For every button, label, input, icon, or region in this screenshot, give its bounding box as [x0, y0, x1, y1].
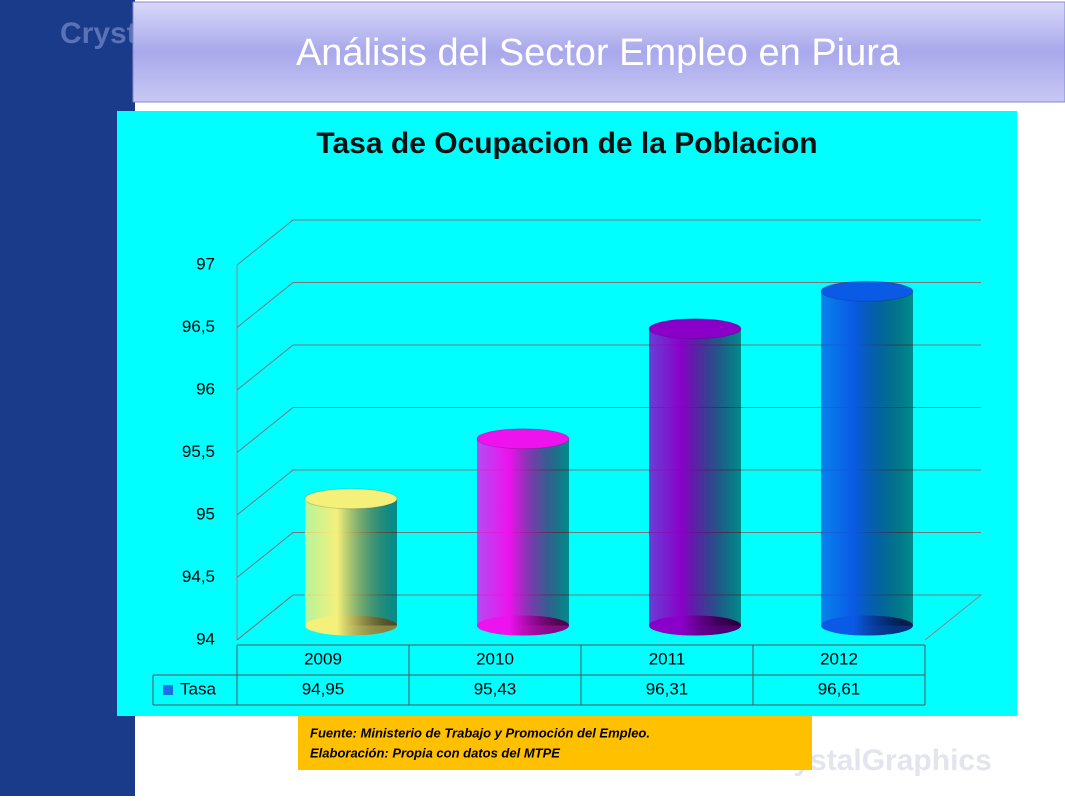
value-label: 96,31 [646, 679, 689, 698]
grid-line [236, 407, 981, 453]
grid-line [236, 594, 981, 641]
bar-base-shade [477, 615, 569, 636]
y-tick-label: 96 [196, 379, 215, 398]
y-tick-label: 95 [196, 504, 215, 523]
slide-title: Análisis del Sector Empleo en Piura [296, 32, 901, 74]
footnote-box [298, 716, 812, 770]
bar-base-shade [649, 615, 741, 636]
legend-key [163, 685, 173, 695]
bar-top [820, 280, 914, 302]
bar-top [304, 488, 398, 510]
x-tick-label: 2012 [820, 649, 858, 668]
bar-base-shade [305, 615, 397, 636]
bar-base-shade [821, 615, 913, 636]
grid-line [236, 469, 981, 516]
y-tick-label: 94 [196, 629, 215, 648]
grid-line [236, 219, 981, 266]
x-tick-label: 2011 [649, 649, 686, 668]
bar-top [648, 318, 742, 340]
bar [305, 498, 397, 626]
side-band [0, 0, 135, 796]
grid-line [236, 344, 981, 391]
bar [477, 438, 569, 626]
y-tick-label: 96,5 [182, 317, 215, 336]
y-tick-label: 94,5 [182, 567, 215, 586]
y-tick-label: 95,5 [182, 442, 215, 461]
y-tick-label: 97 [196, 254, 215, 273]
bar [821, 291, 913, 626]
legend-label: Tasa [180, 679, 216, 698]
bar [649, 328, 741, 626]
footnote: Fuente: Ministerio de Trabajo y Promoció… [310, 725, 650, 740]
grid-line [236, 282, 981, 328]
value-label: 94,95 [302, 679, 345, 698]
grid-line [236, 532, 981, 578]
x-tick-label: 2010 [476, 649, 514, 668]
x-tick-label: 2009 [304, 649, 342, 668]
title-banner [132, 1, 1065, 103]
chart-title: Tasa de Ocupacion de la Poblacion [316, 127, 817, 160]
value-label: 95,43 [474, 679, 517, 698]
plot: 94 94,5 95 95,5 96 96,5 97 2009 2010 2011 2012 Tasa… [152, 219, 983, 706]
bar-top [476, 428, 570, 450]
footnote: Elaboración: Propia con datos del MTPE [310, 745, 560, 760]
value-label: 96,61 [818, 679, 861, 698]
